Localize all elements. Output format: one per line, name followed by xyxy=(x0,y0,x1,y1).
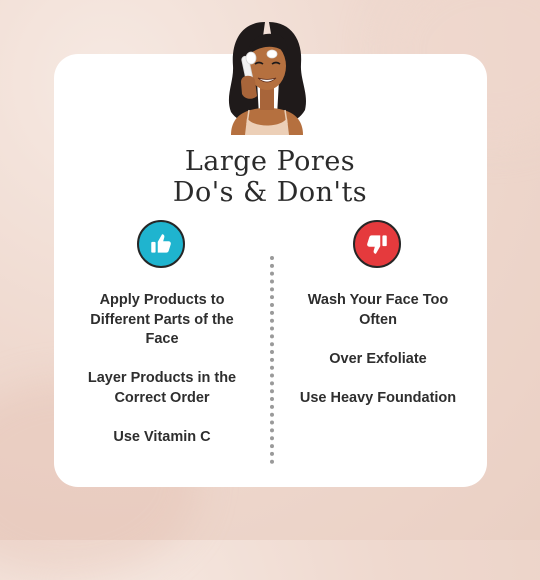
list-item: Use Vitamin C xyxy=(113,428,211,445)
list-item: Wash Your Face Too Often xyxy=(307,292,449,328)
dos-list: Apply Products to Different Parts of the… xyxy=(72,291,252,467)
woman-face-roller-illustration xyxy=(228,22,307,135)
thumbs-up-badge xyxy=(137,220,185,268)
thumbs-down-badge xyxy=(353,220,401,268)
thumbs-down-icon xyxy=(367,235,387,254)
list-item: Use Heavy Foundation xyxy=(299,389,457,406)
list-item: Layer Products in the Correct Order xyxy=(87,370,237,406)
thumbs-up-icon xyxy=(151,234,171,253)
list-item: Apply Products to Different Parts of the… xyxy=(90,292,234,347)
donts-list: Wash Your Face Too Often Over Exfoliate … xyxy=(288,291,468,428)
page-title: Large Pores Do's & Don'ts xyxy=(0,146,540,208)
dotted-divider xyxy=(270,256,274,464)
title-line-2: Do's & Don'ts xyxy=(172,177,368,208)
title-line-1: Large Pores xyxy=(184,146,356,177)
list-item: Over Exfoliate xyxy=(329,350,427,367)
